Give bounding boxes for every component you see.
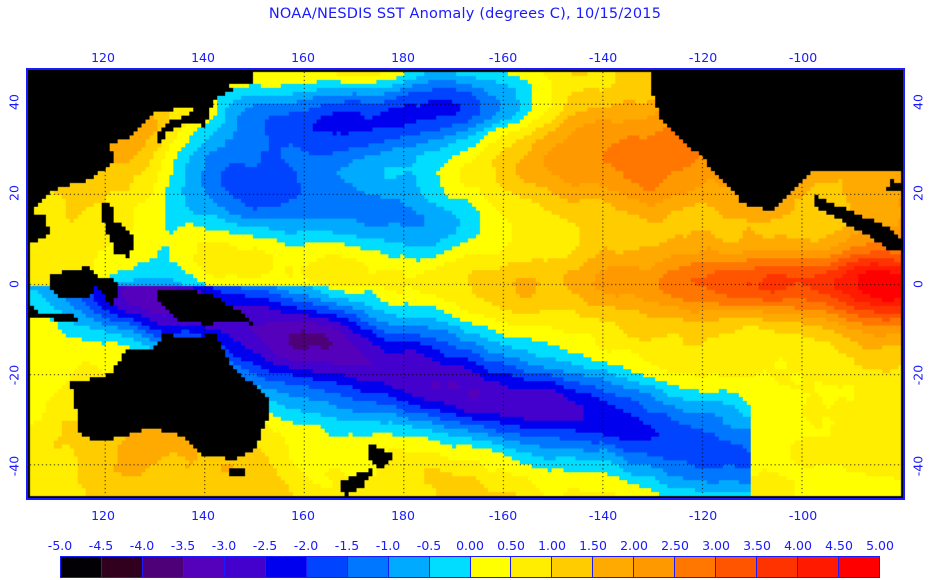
colorbar-tick-9: -0.5 bbox=[416, 538, 442, 553]
colorbar-cell-3 bbox=[183, 557, 225, 577]
x-tick-bottom--100: -100 bbox=[788, 508, 818, 523]
x-tick-top--140: -140 bbox=[588, 50, 618, 65]
colorbar-tick-7: -1.5 bbox=[334, 538, 360, 553]
colorbar-tick-19: 4.50 bbox=[825, 538, 853, 553]
x-tick-bottom-180: 180 bbox=[391, 508, 415, 523]
x-tick-bottom-160: 160 bbox=[291, 508, 315, 523]
y-tick-right--40: -40 bbox=[910, 455, 926, 477]
colorbar-tick-16: 3.00 bbox=[702, 538, 730, 553]
y-tick-left--20: -20 bbox=[6, 364, 22, 386]
y-tick-left-20: 20 bbox=[6, 184, 22, 201]
x-tick-top--100: -100 bbox=[788, 50, 818, 65]
colorbar-cell-18 bbox=[798, 557, 840, 577]
y-tick-right-20: 20 bbox=[910, 184, 926, 201]
colorbar-cell-17 bbox=[757, 557, 799, 577]
sst-anomaly-map bbox=[26, 68, 905, 500]
colorbar bbox=[60, 556, 880, 578]
y-tick-left-0: 0 bbox=[6, 280, 22, 288]
y-tick-right--20: -20 bbox=[910, 364, 926, 386]
colorbar-tick-4: -3.0 bbox=[211, 538, 237, 553]
x-tick-bottom--120: -120 bbox=[688, 508, 718, 523]
y-tick-right-40: 40 bbox=[910, 93, 926, 110]
y-tick-left--40: -40 bbox=[6, 455, 22, 477]
x-tick-top--160: -160 bbox=[488, 50, 518, 65]
colorbar-cell-15 bbox=[675, 557, 717, 577]
y-tick-right-0: 0 bbox=[910, 280, 926, 288]
x-tick-top-180: 180 bbox=[391, 50, 415, 65]
x-tick-bottom-120: 120 bbox=[91, 508, 115, 523]
colorbar-cell-16 bbox=[716, 557, 758, 577]
colorbar-cell-10 bbox=[470, 557, 512, 577]
x-tick-top-120: 120 bbox=[91, 50, 115, 65]
colorbar-tick-5: -2.5 bbox=[252, 538, 278, 553]
y-tick-left-40: 40 bbox=[6, 93, 22, 110]
x-tick-bottom--160: -160 bbox=[488, 508, 518, 523]
colorbar-cell-1 bbox=[101, 557, 143, 577]
colorbar-tick-10: 0.00 bbox=[456, 538, 484, 553]
colorbar-cell-7 bbox=[347, 557, 389, 577]
colorbar-cell-11 bbox=[511, 557, 553, 577]
colorbar-tick-11: 0.50 bbox=[497, 538, 525, 553]
x-tick-top-160: 160 bbox=[291, 50, 315, 65]
colorbar-cell-8 bbox=[388, 557, 430, 577]
colorbar-tick-12: 1.00 bbox=[538, 538, 566, 553]
colorbar-cell-19 bbox=[839, 557, 880, 577]
colorbar-tick-14: 2.00 bbox=[620, 538, 648, 553]
colorbar-cell-6 bbox=[306, 557, 348, 577]
colorbar-tick-6: -2.0 bbox=[293, 538, 319, 553]
colorbar-cell-12 bbox=[552, 557, 594, 577]
x-tick-top--120: -120 bbox=[688, 50, 718, 65]
colorbar-cell-0 bbox=[61, 557, 102, 577]
sst-anomaly-raster bbox=[28, 70, 903, 498]
colorbar-tick-13: 1.50 bbox=[579, 538, 607, 553]
x-tick-top-140: 140 bbox=[191, 50, 215, 65]
x-tick-bottom-140: 140 bbox=[191, 508, 215, 523]
page-title: NOAA/NESDIS SST Anomaly (degrees C), 10/… bbox=[268, 6, 662, 22]
colorbar-tick-3: -3.5 bbox=[170, 538, 196, 553]
colorbar-tick-15: 2.50 bbox=[661, 538, 689, 553]
colorbar-cell-14 bbox=[634, 557, 676, 577]
colorbar-cell-2 bbox=[142, 557, 184, 577]
x-tick-bottom--140: -140 bbox=[588, 508, 618, 523]
colorbar-tick-1: -4.5 bbox=[88, 538, 114, 553]
colorbar-cell-5 bbox=[265, 557, 307, 577]
colorbar-cell-4 bbox=[224, 557, 266, 577]
colorbar-tick-2: -4.0 bbox=[129, 538, 155, 553]
colorbar-tick-18: 4.00 bbox=[784, 538, 812, 553]
colorbar-tick-20: 5.00 bbox=[866, 538, 894, 553]
colorbar-tick-8: -1.0 bbox=[375, 538, 401, 553]
colorbar-cell-9 bbox=[429, 557, 471, 577]
colorbar-cell-13 bbox=[593, 557, 635, 577]
colorbar-tick-17: 3.50 bbox=[743, 538, 771, 553]
colorbar-tick-0: -5.0 bbox=[47, 538, 73, 553]
